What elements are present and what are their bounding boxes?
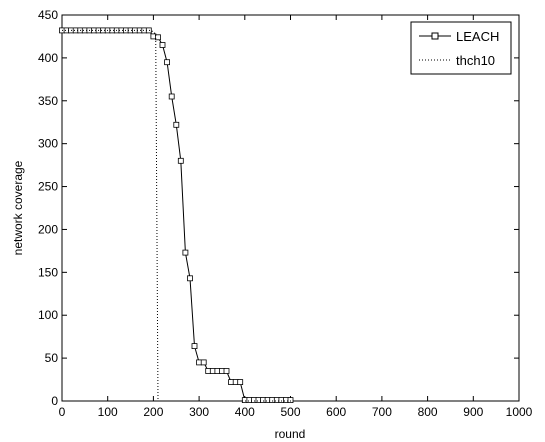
legend: LEACH thch10 (410, 21, 512, 75)
data-point (164, 59, 171, 66)
x-tick-label: 500 (280, 405, 300, 419)
y-axis-label: network coverage (11, 160, 25, 255)
y-tick-label: 450 (38, 8, 58, 22)
y-tick-label: 150 (38, 265, 58, 279)
y-tick-label: 0 (51, 394, 58, 408)
data-point (155, 34, 161, 41)
data-point (287, 397, 294, 404)
legend-label-thch10: thch10 (456, 53, 495, 68)
legend-label-leach: LEACH (456, 29, 499, 44)
data-point (223, 368, 230, 374)
series-thch10 (62, 29, 519, 402)
x-tick-label: 0 (59, 405, 66, 419)
x-tick-label: 1000 (506, 405, 533, 419)
legend-marker-leach (431, 32, 439, 40)
x-tick-label: 400 (235, 405, 255, 419)
x-tick-label: 700 (372, 405, 392, 419)
plot-area (61, 14, 520, 402)
x-tick-label: 900 (463, 405, 483, 419)
data-point (182, 249, 189, 256)
data-point (187, 275, 193, 282)
data-point (237, 379, 244, 386)
series-layer (59, 27, 519, 404)
data-point (191, 343, 198, 350)
x-tick-label: 800 (418, 405, 438, 419)
y-tick-label: 350 (38, 94, 58, 108)
data-point (168, 93, 175, 100)
y-tick-label: 200 (38, 222, 58, 236)
x-tick-label: 200 (143, 405, 163, 419)
data-point (200, 359, 207, 366)
y-tick-label: 100 (38, 308, 58, 322)
data-point (173, 121, 180, 128)
x-tick-label: 100 (98, 405, 118, 419)
y-tick-label: 400 (38, 51, 58, 65)
y-tick-label: 250 (38, 180, 58, 194)
data-point (177, 157, 184, 164)
x-tick-label: 600 (326, 405, 346, 419)
y-tick-label: 50 (45, 351, 59, 365)
legend-box (410, 21, 512, 75)
x-axis-label: round (275, 427, 306, 441)
y-tick-label: 300 (38, 137, 58, 151)
data-point (145, 27, 152, 34)
data-point (159, 42, 166, 48)
series-line-thch10 (62, 29, 519, 402)
x-tick-label: 300 (189, 405, 209, 419)
ticks: 0 100 200 300 400 500 600 700 800 900 1000 0 50 100 15… (38, 8, 533, 419)
